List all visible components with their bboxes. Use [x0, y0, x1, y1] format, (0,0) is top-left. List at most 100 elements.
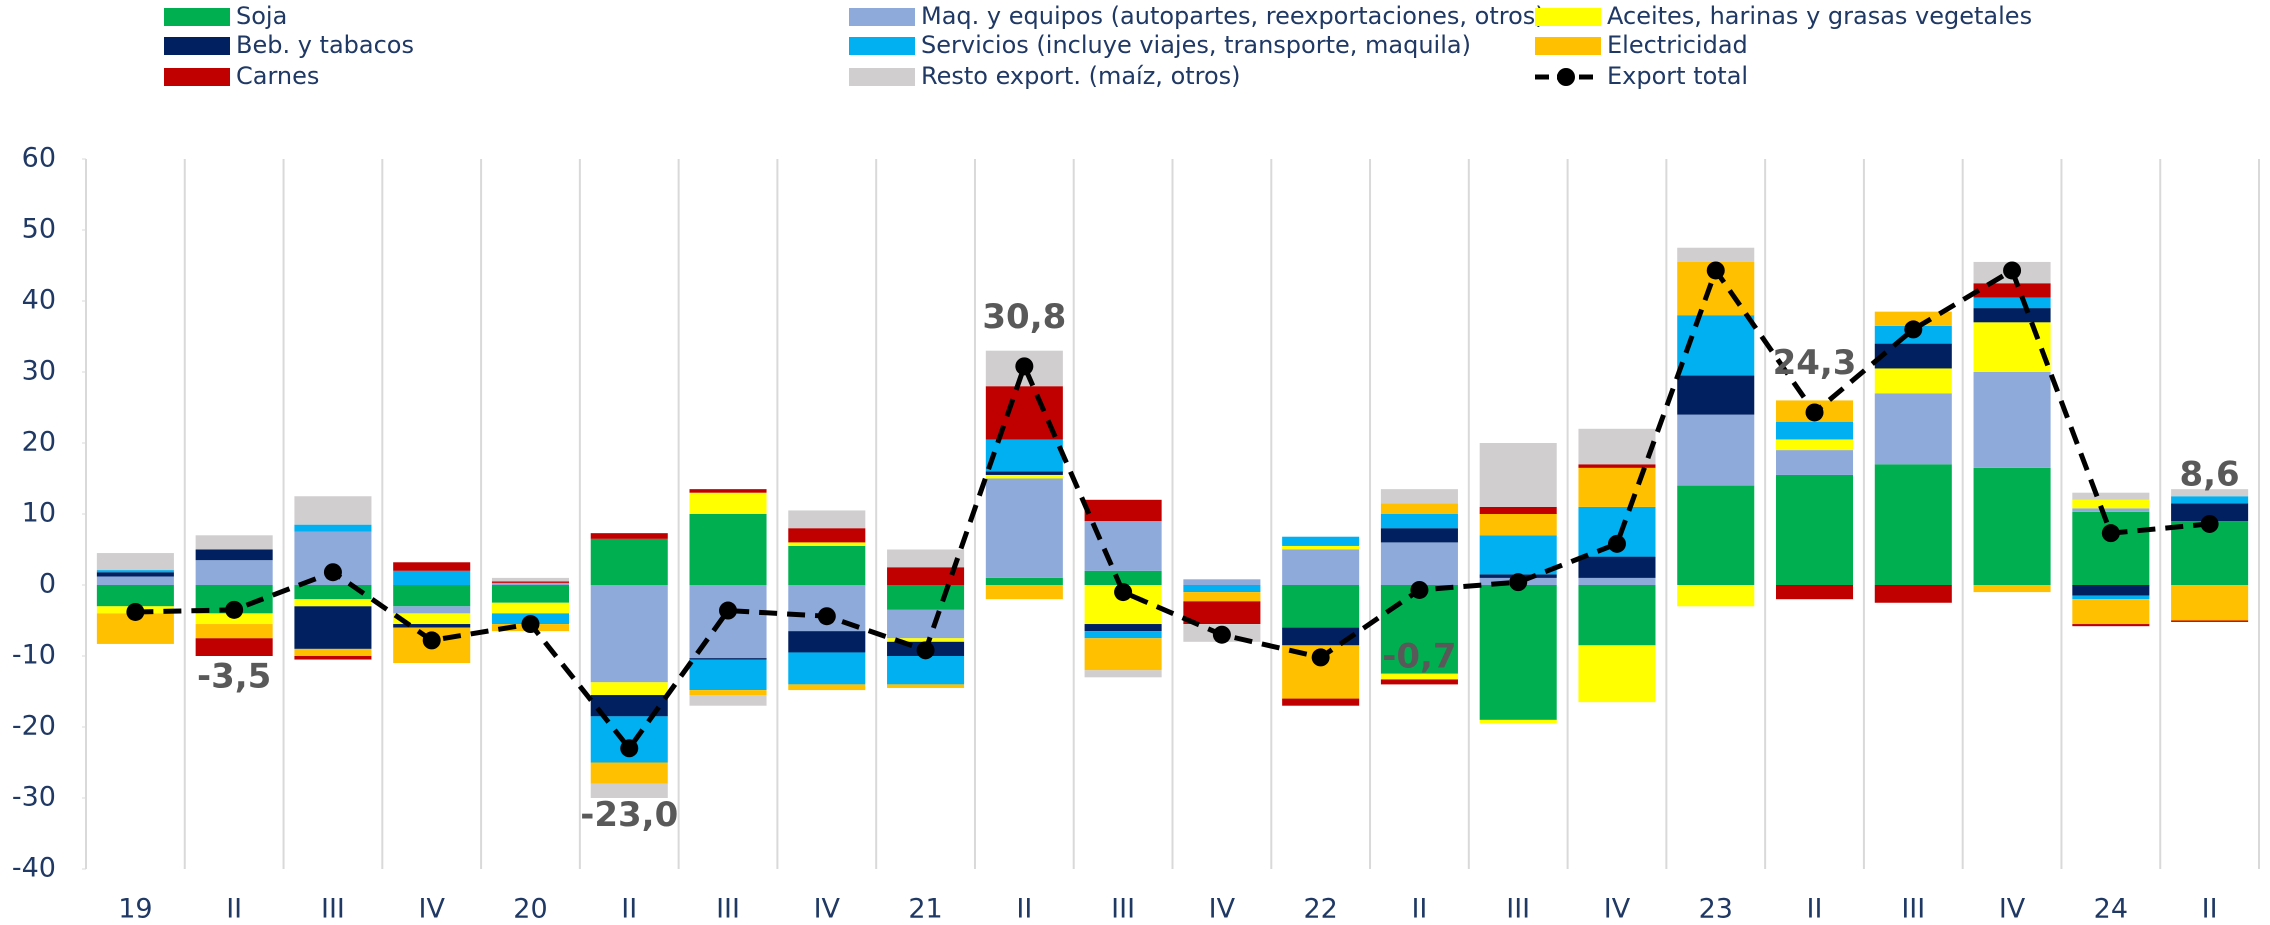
bar-segment — [393, 570, 471, 585]
x-tick-label: II — [1411, 894, 1427, 925]
bar-segment — [689, 690, 767, 696]
bar-segment — [1578, 585, 1656, 646]
bar-segment — [887, 609, 965, 639]
bar-segment — [1578, 428, 1656, 465]
legend-swatch — [849, 8, 915, 26]
bar-segment — [2072, 599, 2150, 625]
total-marker — [1311, 648, 1330, 667]
bar-segment — [393, 585, 471, 607]
x-tick-label: III — [716, 894, 740, 925]
bar-segment — [1578, 464, 1656, 468]
bar-segment — [1776, 474, 1854, 585]
bar-segment — [2171, 585, 2249, 621]
bar-segment — [96, 585, 174, 607]
bar-segment — [887, 549, 965, 568]
bar-segment — [491, 582, 569, 585]
total-marker — [1212, 625, 1231, 644]
total-marker — [1706, 261, 1725, 280]
total-marker — [1607, 534, 1626, 553]
bar-segment — [2072, 595, 2150, 600]
legend-swatch — [1535, 37, 1601, 55]
total-marker — [2101, 524, 2120, 543]
x-tick-label: 23 — [1699, 894, 1733, 925]
bar-segment — [195, 624, 273, 639]
legend-swatch — [849, 68, 915, 86]
bar-segment — [1282, 545, 1360, 550]
bar-segment — [1874, 343, 1952, 369]
bar-segment — [689, 514, 767, 585]
bar-segment — [1776, 439, 1854, 451]
bar-segment — [2072, 511, 2150, 585]
total-marker — [1904, 320, 1923, 339]
bar-segment — [1973, 585, 2051, 593]
bar-segment — [1380, 585, 1458, 674]
bar-segment — [1973, 297, 2051, 309]
total-marker — [719, 601, 738, 620]
x-tick-label: III — [1111, 894, 1135, 925]
data-label: -0,7 — [1382, 636, 1456, 676]
bar-segment — [2171, 496, 2249, 504]
bar-segment — [1084, 624, 1162, 632]
legend-label: Export total — [1607, 62, 1748, 90]
bar-segment — [1380, 528, 1458, 543]
total-marker — [2003, 261, 2022, 280]
y-tick-label: -10 — [12, 640, 56, 671]
bar-segment — [590, 538, 668, 585]
bar-segment — [1973, 322, 2051, 372]
bar-segment — [491, 581, 569, 583]
data-label: -3,5 — [197, 656, 271, 696]
legend-swatch — [1535, 8, 1601, 26]
x-tick-label: IV — [814, 894, 841, 925]
bar-segment — [491, 577, 569, 582]
data-label: -23,0 — [580, 795, 678, 835]
bar-segment — [96, 553, 174, 571]
legend-swatch — [164, 68, 230, 86]
total-marker — [323, 563, 342, 582]
data-label: 30,8 — [982, 297, 1066, 337]
bar-segment — [1479, 585, 1557, 720]
legend-swatch — [164, 37, 230, 55]
data-label: 24,3 — [1773, 343, 1857, 383]
bar-segment — [788, 631, 866, 653]
bar-segment — [985, 577, 1063, 585]
legend-label: Soja — [236, 2, 287, 30]
y-tick-label: 50 — [22, 214, 56, 245]
bar-segment — [195, 560, 273, 585]
bar-segment — [1578, 556, 1656, 578]
bar-segment — [590, 585, 668, 683]
y-tick-label: 30 — [22, 356, 56, 387]
bar-segment — [1973, 372, 2051, 468]
bar-segment — [1380, 514, 1458, 529]
total-marker — [2200, 514, 2219, 533]
bar-segment — [294, 606, 372, 649]
bar-segment — [788, 528, 866, 543]
x-tick-label: 24 — [2094, 894, 2128, 925]
bar-segment — [294, 656, 372, 660]
x-tick-label: IV — [1604, 894, 1631, 925]
bar-segment — [1479, 514, 1557, 536]
bar-segment — [96, 572, 174, 577]
bar-segment — [2072, 585, 2150, 596]
bar-segment — [1084, 631, 1162, 639]
bar-segment — [2171, 620, 2249, 622]
bar-segment — [294, 496, 372, 525]
total-marker — [620, 739, 639, 758]
x-tick-label: IV — [1999, 894, 2026, 925]
total-marker — [1509, 573, 1528, 592]
total-marker — [1114, 583, 1133, 602]
bar-segment — [1084, 570, 1162, 585]
bar-segment — [689, 492, 767, 514]
bar-segment — [96, 570, 174, 573]
y-tick-label: -20 — [12, 711, 56, 742]
legend-label: Maq. y equipos (autopartes, reexportacio… — [921, 2, 1545, 30]
bar-segment — [1479, 443, 1557, 507]
bar-segment — [195, 535, 273, 550]
bar-segment — [985, 478, 1063, 578]
x-tick-label: II — [621, 894, 637, 925]
legend-label: Servicios (incluye viajes, transporte, m… — [921, 31, 1471, 59]
bar-segment — [393, 624, 471, 628]
bar-segment — [1084, 499, 1162, 522]
bar-segment — [985, 585, 1063, 600]
bar-segment — [2171, 503, 2249, 522]
bar-segment — [590, 533, 668, 539]
